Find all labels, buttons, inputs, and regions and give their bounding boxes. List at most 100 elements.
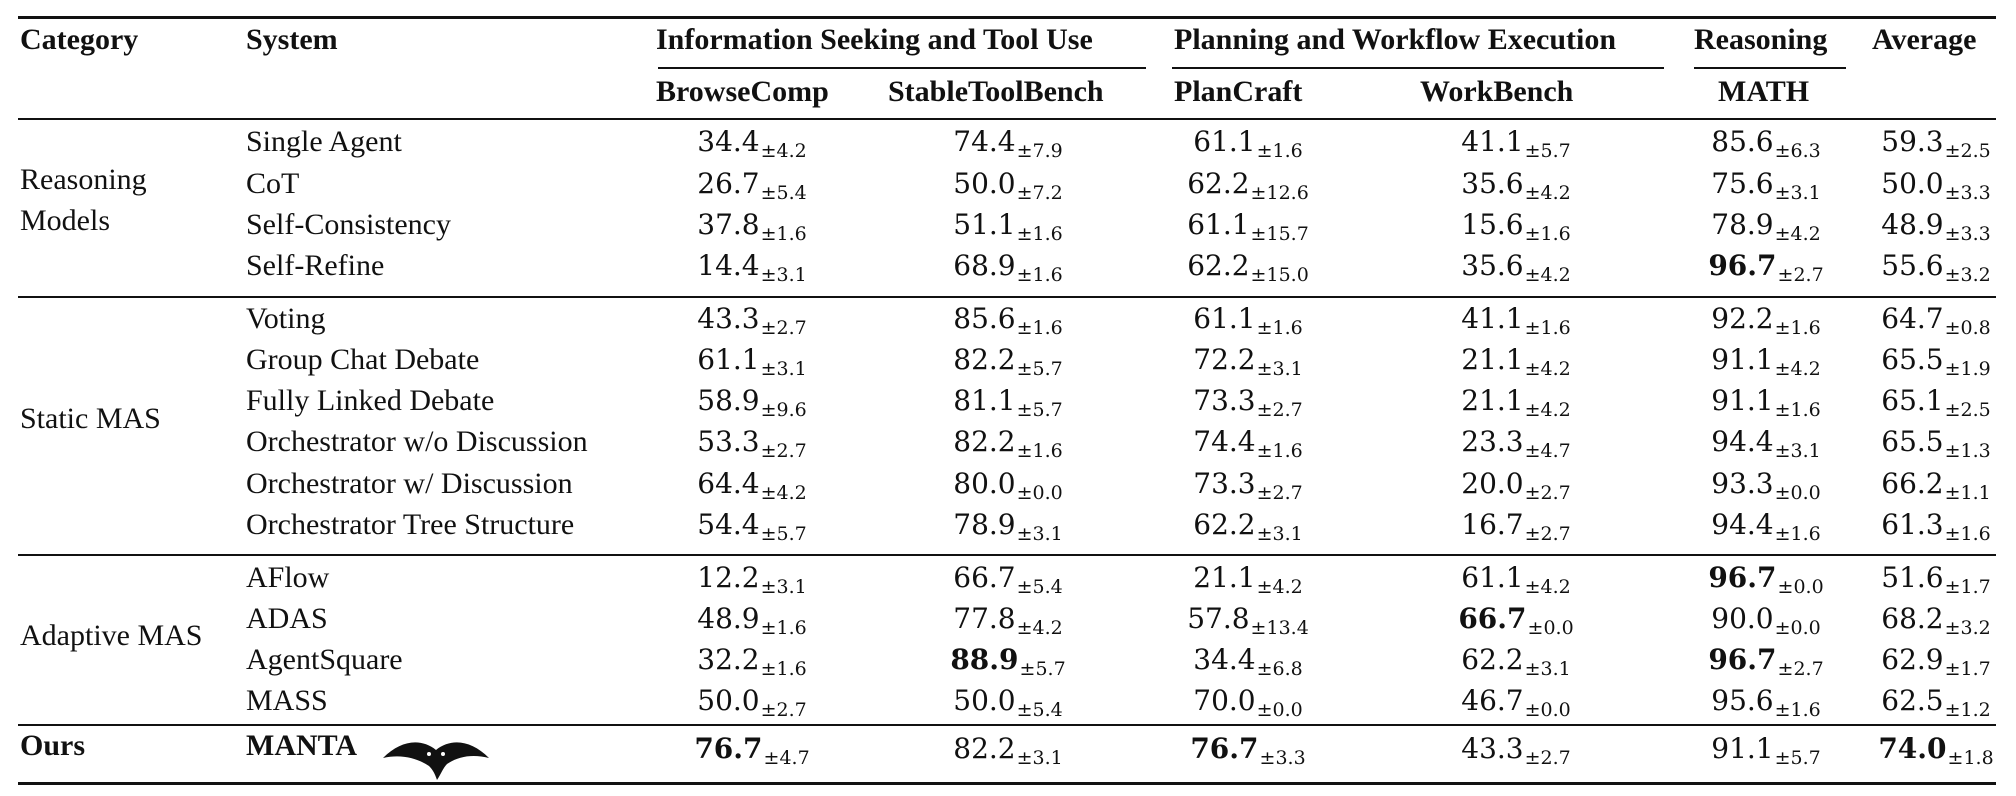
table-cell: 95.6±1.6 <box>1711 683 1820 722</box>
table-cell: 61.1±1.6 <box>1193 301 1302 340</box>
value: 41.1 <box>1461 302 1524 335</box>
table-cell: 23.3±4.7 <box>1461 424 1570 463</box>
category-label: Reasoning <box>20 163 147 196</box>
std-dev: ±0.8 <box>1944 317 1991 339</box>
table-cell: 64.7±0.8 <box>1881 301 1990 340</box>
category-label: Adaptive MAS <box>20 619 203 652</box>
table-cell: 62.2±3.1 <box>1461 642 1570 681</box>
std-dev: ±2.7 <box>760 440 807 462</box>
value: 61.1 <box>1461 561 1524 594</box>
value: 43.3 <box>697 302 760 335</box>
table-cell: 66.7±0.0 <box>1458 601 1573 640</box>
group-underline-reasoning <box>1694 67 1846 69</box>
value: 66.7 <box>953 561 1016 594</box>
std-dev: ±4.7 <box>1524 440 1571 462</box>
std-dev: ±5.4 <box>760 182 807 204</box>
value: 74.4 <box>1193 425 1256 458</box>
table-cell: 78.9±3.1 <box>953 507 1062 546</box>
std-dev: ±2.7 <box>1256 399 1303 421</box>
std-dev: ±4.2 <box>1524 264 1571 286</box>
std-dev: ±3.1 <box>760 264 807 286</box>
table-cell: 92.2±1.6 <box>1711 301 1820 340</box>
value: 62.2 <box>1187 249 1250 282</box>
table-cell: 82.2±3.1 <box>953 731 1062 770</box>
value: 85.6 <box>953 302 1016 335</box>
std-dev: ±1.6 <box>1016 317 1063 339</box>
value: 82.2 <box>953 343 1016 376</box>
std-dev: ±1.9 <box>1944 358 1991 380</box>
std-dev: ±5.7 <box>1016 358 1063 380</box>
value: 62.2 <box>1461 643 1524 676</box>
value: 77.8 <box>953 602 1016 635</box>
group-underline-info <box>658 67 1146 69</box>
table-cell: 96.7±2.7 <box>1708 248 1823 287</box>
table-cell: 66.7±5.4 <box>953 560 1062 599</box>
system-name: Group Chat Debate <box>246 343 480 376</box>
system-name: Fully Linked Debate <box>246 384 495 417</box>
value: 82.2 <box>953 425 1016 458</box>
table-cell: 34.4±6.8 <box>1193 642 1302 681</box>
std-dev: ±2.7 <box>760 699 807 721</box>
value: 34.4 <box>1193 643 1256 676</box>
std-dev: ±5.7 <box>1774 747 1821 769</box>
value: 48.9 <box>697 602 760 635</box>
table-cell: 62.2±15.0 <box>1187 248 1309 287</box>
std-dev: ±4.2 <box>1774 358 1821 380</box>
table-cell: 21.1±4.2 <box>1193 560 1302 599</box>
table-cell: 50.0±3.3 <box>1881 166 1990 205</box>
table-cell: 82.2±1.6 <box>953 424 1062 463</box>
std-dev: ±1.6 <box>1774 399 1821 421</box>
std-dev: ±5.7 <box>1524 140 1571 162</box>
table-cell: 65.1±2.5 <box>1881 383 1990 422</box>
std-dev: ±6.8 <box>1256 658 1303 680</box>
value: 46.7 <box>1461 684 1524 717</box>
table-cell: 41.1±1.6 <box>1461 301 1570 340</box>
std-dev: ±4.2 <box>1256 576 1303 598</box>
table-cell: 14.4±3.1 <box>697 248 806 287</box>
std-dev: ±3.2 <box>1944 264 1991 286</box>
std-dev: ±1.6 <box>1944 523 1991 545</box>
value: 74.4 <box>953 125 1016 158</box>
header-col-math: MATH <box>1718 75 1810 108</box>
table-cell: 90.0±0.0 <box>1711 601 1820 640</box>
value: 62.2 <box>1187 167 1250 200</box>
table-cell: 32.2±1.6 <box>697 642 806 681</box>
std-dev: ±4.2 <box>1524 358 1571 380</box>
std-dev: ±6.3 <box>1774 140 1821 162</box>
value: 14.4 <box>697 249 760 282</box>
table-cell: 48.9±3.3 <box>1881 207 1990 246</box>
std-dev: ±0.0 <box>1774 617 1821 639</box>
table-cell: 81.1±5.7 <box>953 383 1062 422</box>
std-dev: ±4.2 <box>760 140 807 162</box>
std-dev: ±2.7 <box>1524 482 1571 504</box>
value: 35.6 <box>1461 249 1524 282</box>
table-cell: 51.1±1.6 <box>953 207 1062 246</box>
section-rule-1 <box>18 296 1996 298</box>
system-name: CoT <box>246 167 300 200</box>
table-cell: 50.0±2.7 <box>697 683 806 722</box>
table-cell: 70.0±0.0 <box>1193 683 1302 722</box>
value: 54.4 <box>697 508 760 541</box>
std-dev: ±3.1 <box>1256 523 1303 545</box>
table-cell: 57.8±13.4 <box>1187 601 1309 640</box>
system-name: MASS <box>246 684 328 717</box>
value: 65.1 <box>1881 384 1944 417</box>
value: 76.7 <box>694 732 763 765</box>
std-dev: ±1.6 <box>1524 317 1571 339</box>
table-cell: 76.7±4.7 <box>694 731 809 770</box>
top-rule <box>18 16 1996 19</box>
table-cell: 21.1±4.2 <box>1461 383 1570 422</box>
value: 65.5 <box>1881 343 1944 376</box>
std-dev: ±4.2 <box>1016 617 1063 639</box>
table-cell: 96.7±2.7 <box>1708 642 1823 681</box>
category-label: Models <box>20 204 110 237</box>
value: 61.1 <box>1193 302 1256 335</box>
std-dev: ±1.6 <box>1774 699 1821 721</box>
value: 94.4 <box>1711 508 1774 541</box>
std-dev: ±1.6 <box>760 617 807 639</box>
value: 37.8 <box>697 208 760 241</box>
table-cell: 62.5±1.2 <box>1881 683 1990 722</box>
std-dev: ±13.4 <box>1250 617 1309 639</box>
header-group-info: Information Seeking and Tool Use <box>656 23 1093 56</box>
value: 88.9 <box>950 643 1019 676</box>
